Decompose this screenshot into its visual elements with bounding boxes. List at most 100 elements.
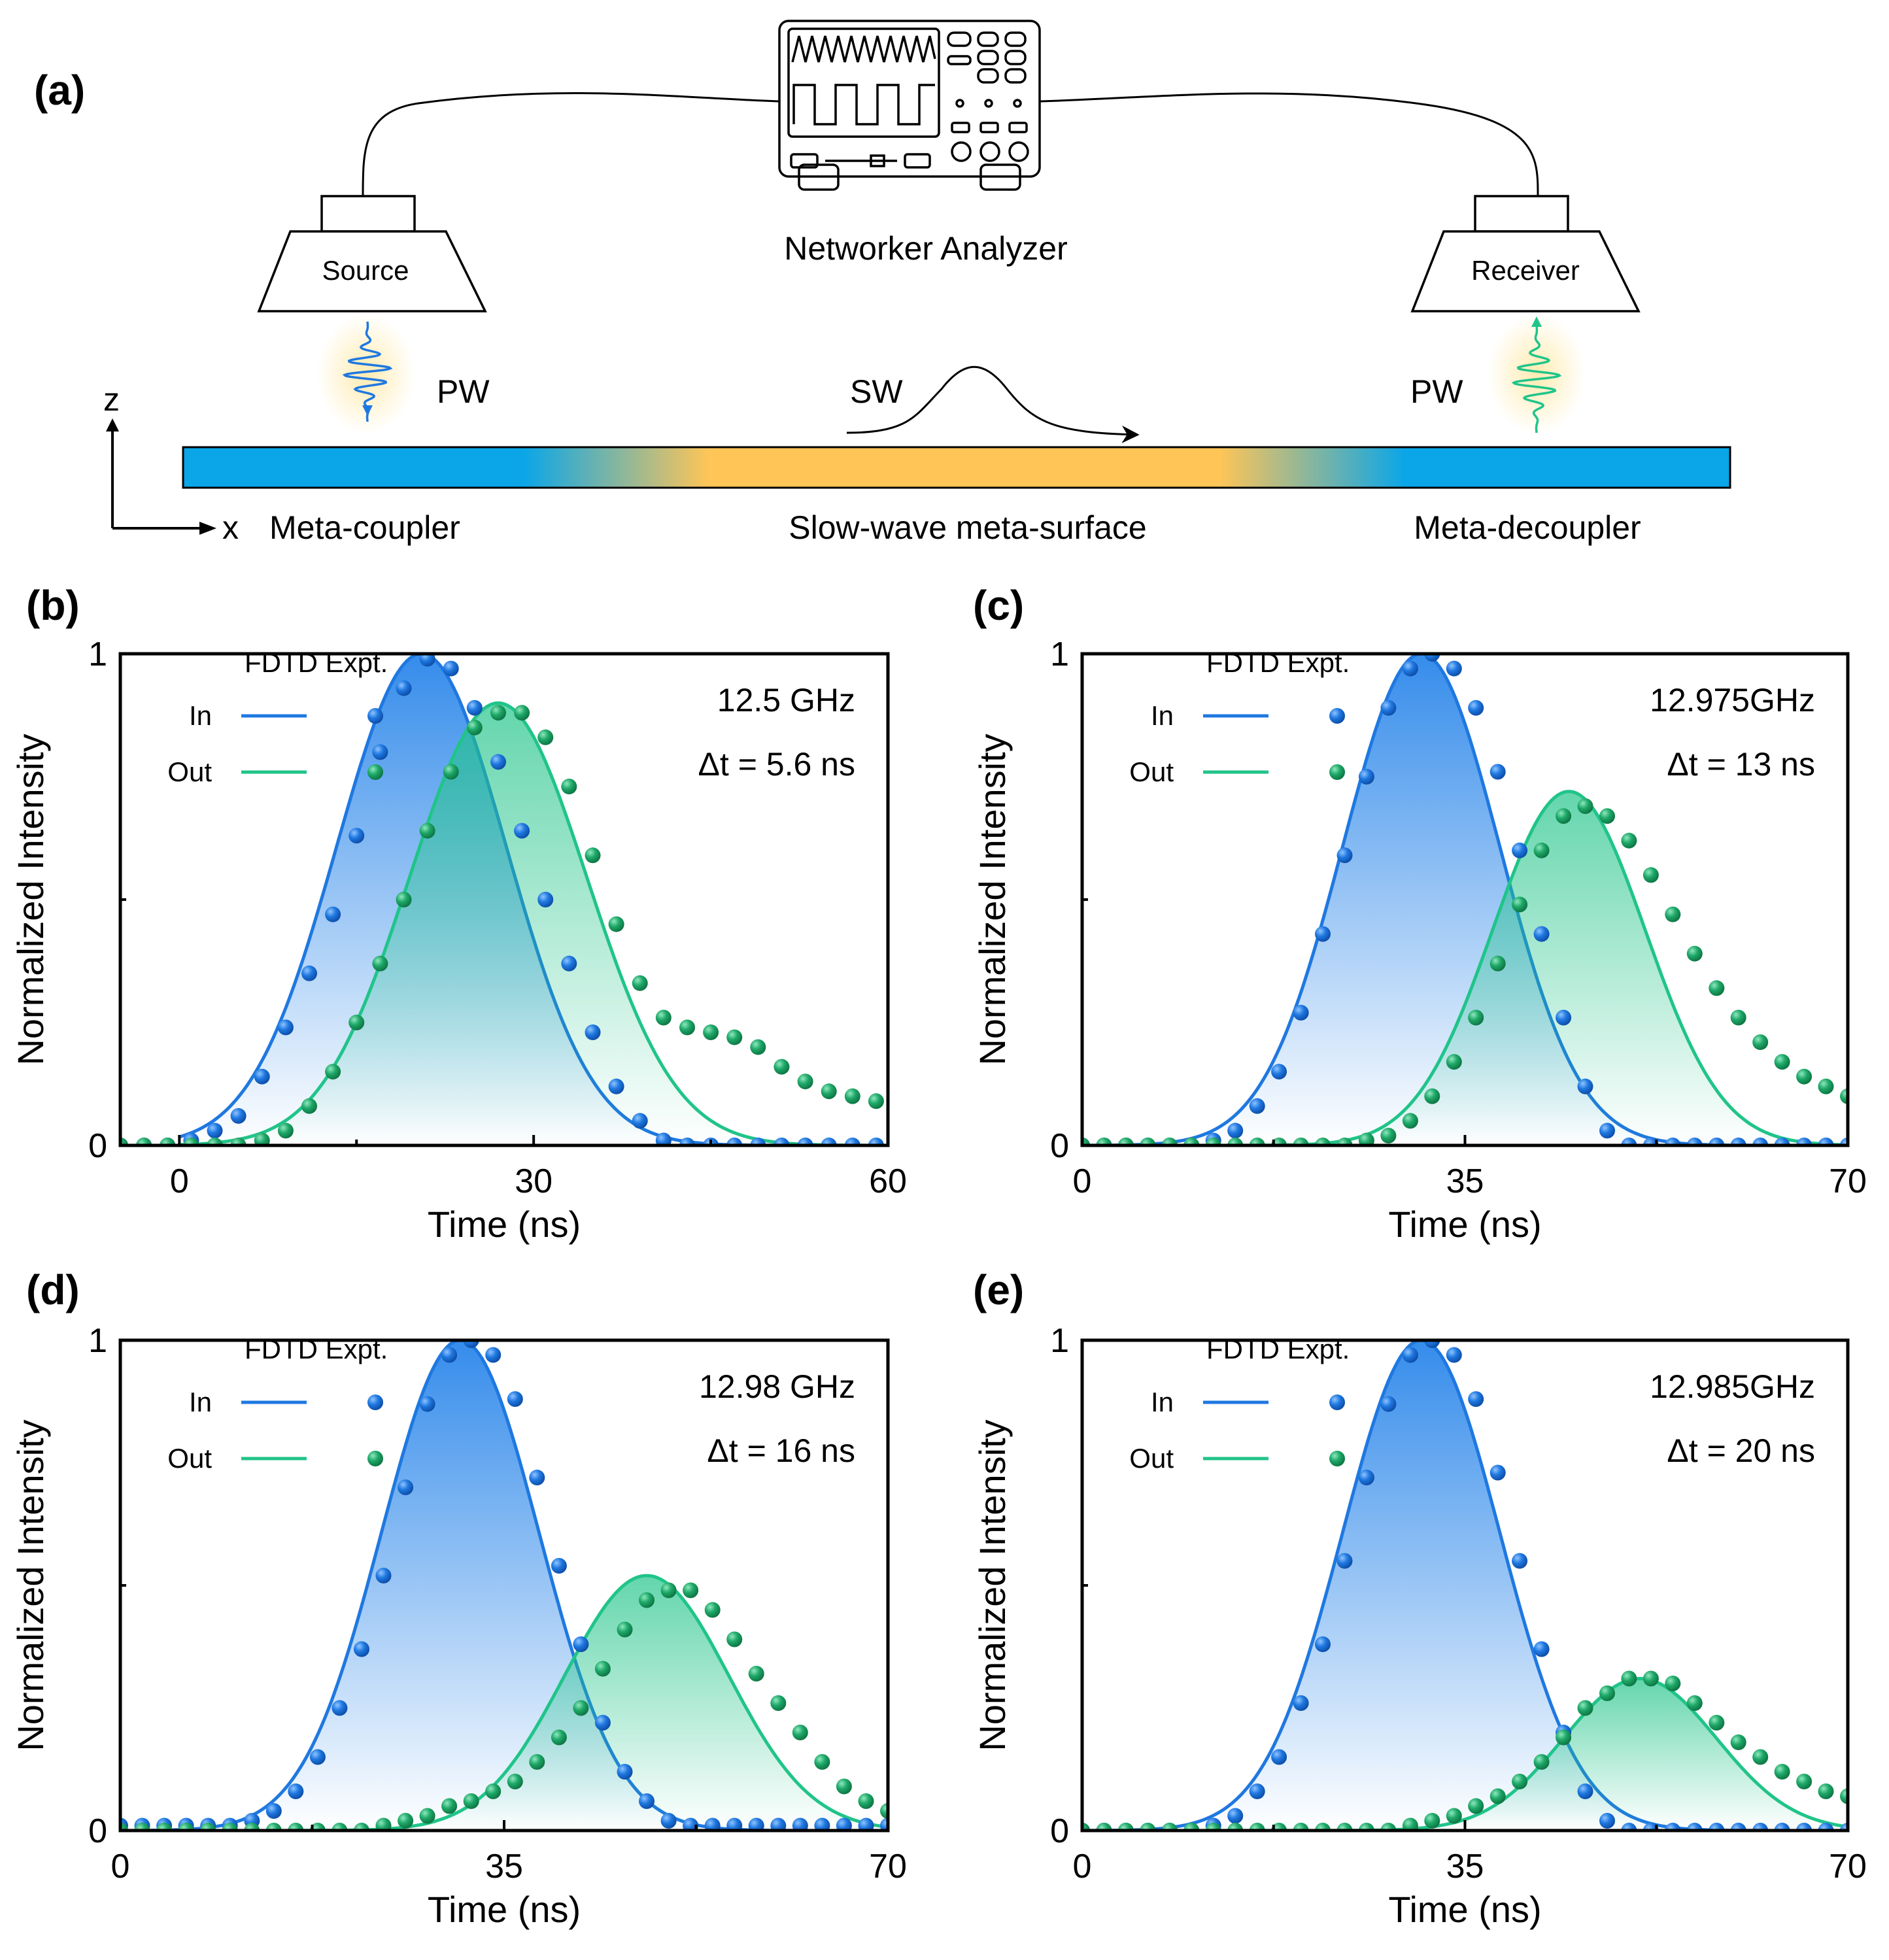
in-expt-point — [573, 1636, 589, 1652]
in-expt-point — [1665, 1138, 1681, 1145]
in-expt-point — [1424, 654, 1440, 662]
in-expt-point — [585, 1024, 601, 1040]
source-glow — [317, 314, 415, 434]
out-expt-point — [1205, 1138, 1221, 1145]
out-expt-point — [1227, 1823, 1244, 1831]
in-expt-point — [354, 1641, 369, 1657]
out-expt-point — [254, 1132, 270, 1145]
out-expt-point — [1577, 1700, 1593, 1716]
out-expt-point — [1140, 1138, 1156, 1145]
in-expt-point — [207, 1123, 223, 1139]
in-expt-point — [1293, 1695, 1309, 1711]
in-expt-point — [1358, 769, 1374, 785]
in-expt-point — [1446, 660, 1462, 677]
in-expt-point — [551, 1558, 567, 1574]
out-expt-point — [1796, 1068, 1812, 1085]
outgoing-wave-arrow-icon — [1531, 316, 1542, 327]
out-expt-point — [200, 1823, 216, 1831]
in-expt-point — [230, 1107, 247, 1124]
pw-right-label: PW — [1410, 373, 1463, 410]
in-expt-point — [1577, 1783, 1593, 1799]
x-axis-label: Time (ns) — [1388, 1889, 1541, 1930]
in-expt-point — [375, 1568, 392, 1583]
legend-dot-in — [367, 1394, 383, 1410]
out-expt-point — [1818, 1078, 1834, 1094]
out-expt-point — [1402, 1817, 1418, 1831]
out-expt-point — [683, 1582, 699, 1598]
in-expt-point — [1293, 1005, 1309, 1021]
cable-left — [362, 92, 780, 197]
in-expt-point — [1642, 1138, 1659, 1145]
out-expt-point — [178, 1823, 194, 1831]
in-expt-point — [332, 1700, 348, 1716]
legend-dot-out — [367, 1451, 383, 1466]
in-expt-point — [792, 1817, 808, 1831]
out-expt-point — [1380, 1128, 1397, 1143]
legend-label-out: Out — [167, 1443, 212, 1474]
in-expt-point — [1446, 1347, 1462, 1363]
out-expt-point — [349, 1015, 365, 1030]
in-expt-point — [726, 1138, 743, 1145]
out-expt-point — [573, 1700, 589, 1716]
out-expt-point — [514, 705, 530, 721]
in-expt-point — [309, 1749, 326, 1765]
x-tick-label: 70 — [1829, 1162, 1867, 1200]
out-expt-point — [288, 1823, 304, 1831]
sw-label: SW — [850, 373, 903, 410]
out-expt-point — [325, 1064, 341, 1080]
in-expt-point — [1271, 1064, 1287, 1080]
panel-label-a: (a) — [34, 67, 85, 114]
in-expt-point — [679, 1138, 695, 1145]
out-expt-point — [332, 1823, 348, 1831]
panel-label: (d) — [26, 1266, 80, 1313]
in-expt-point — [466, 700, 483, 716]
out-expt-point — [1358, 1132, 1374, 1145]
in-fdtd-fill — [120, 1340, 888, 1831]
in-expt-point — [349, 828, 365, 844]
in-expt-point — [1796, 1823, 1812, 1831]
out-expt-point — [836, 1778, 852, 1795]
in-expt-point — [1512, 1553, 1528, 1569]
plot-area — [1082, 1340, 1848, 1831]
out-fdtd-line — [179, 701, 888, 1145]
out-expt-point — [354, 1823, 369, 1831]
in-expt-point — [1599, 1123, 1615, 1139]
out-expt-point — [1556, 1729, 1572, 1746]
x-tick-label: 0 — [170, 1162, 189, 1200]
in-expt-point — [1424, 1340, 1440, 1348]
in-expt-point — [1315, 926, 1331, 942]
in-expt-point — [836, 1817, 852, 1831]
x-tick-label: 70 — [1829, 1848, 1867, 1885]
out-expt-point — [537, 729, 554, 745]
y-tick-label: 1 — [88, 1322, 107, 1360]
out-expt-point — [136, 1138, 152, 1145]
out-expt-point — [814, 1754, 830, 1770]
in-expt-point — [1818, 1138, 1834, 1145]
out-expt-point — [1730, 1009, 1746, 1026]
out-expt-point — [485, 1783, 502, 1799]
in-expt-point — [1380, 1396, 1397, 1412]
frequency-annotation: 12.5 GHz — [717, 682, 855, 718]
in-expt-point — [1227, 1808, 1244, 1824]
out-expt-point — [1840, 1788, 1848, 1804]
out-expt-point — [1227, 1138, 1244, 1145]
out-expt-point — [1117, 1823, 1134, 1831]
coordinate-axes-icon — [111, 425, 206, 530]
z-arrow-head — [106, 418, 119, 431]
out-expt-point — [1512, 896, 1528, 913]
out-expt-point — [466, 719, 483, 735]
out-expt-point — [463, 1793, 479, 1809]
in-expt-point — [325, 906, 341, 922]
out-expt-point — [1140, 1823, 1156, 1831]
pw-left-label: PW — [437, 373, 490, 410]
in-expt-point — [632, 1113, 648, 1129]
in-expt-point — [748, 1817, 764, 1831]
chart-panel-c: 0 35 70 0 1 Time (ns) Normalized Intensity (c) 1… — [972, 582, 1867, 1245]
out-fdtd-fill — [1082, 1678, 1848, 1831]
out-expt-point — [1315, 1823, 1331, 1831]
in-expt-point — [821, 1138, 837, 1145]
in-expt-point — [814, 1817, 830, 1831]
out-expt-point — [230, 1138, 247, 1145]
y-tick-label: 0 — [88, 1812, 107, 1850]
in-expt-point — [1709, 1823, 1725, 1831]
